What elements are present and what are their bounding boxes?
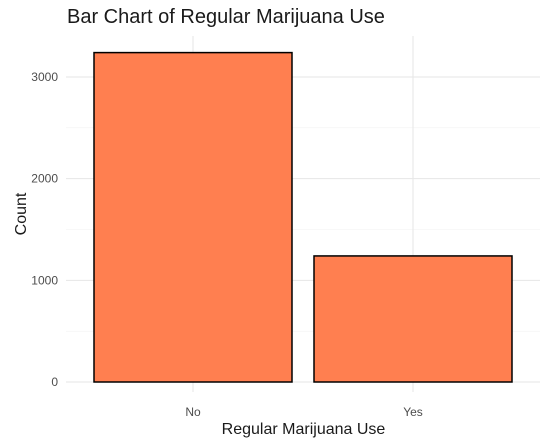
x-axis-label: Regular Marijuana Use xyxy=(221,421,386,438)
x-tick-label: Yes xyxy=(403,405,423,419)
y-tick-label: 0 xyxy=(51,375,58,389)
y-tick-label: 2000 xyxy=(31,172,58,186)
chart-title: Bar Chart of Regular Marijuana Use xyxy=(67,6,385,28)
x-tick-label: No xyxy=(185,405,201,419)
bar-no xyxy=(93,51,293,383)
y-tick-label: 1000 xyxy=(31,273,58,287)
bar-yes xyxy=(313,255,513,383)
y-tick-label: 3000 xyxy=(31,70,58,84)
